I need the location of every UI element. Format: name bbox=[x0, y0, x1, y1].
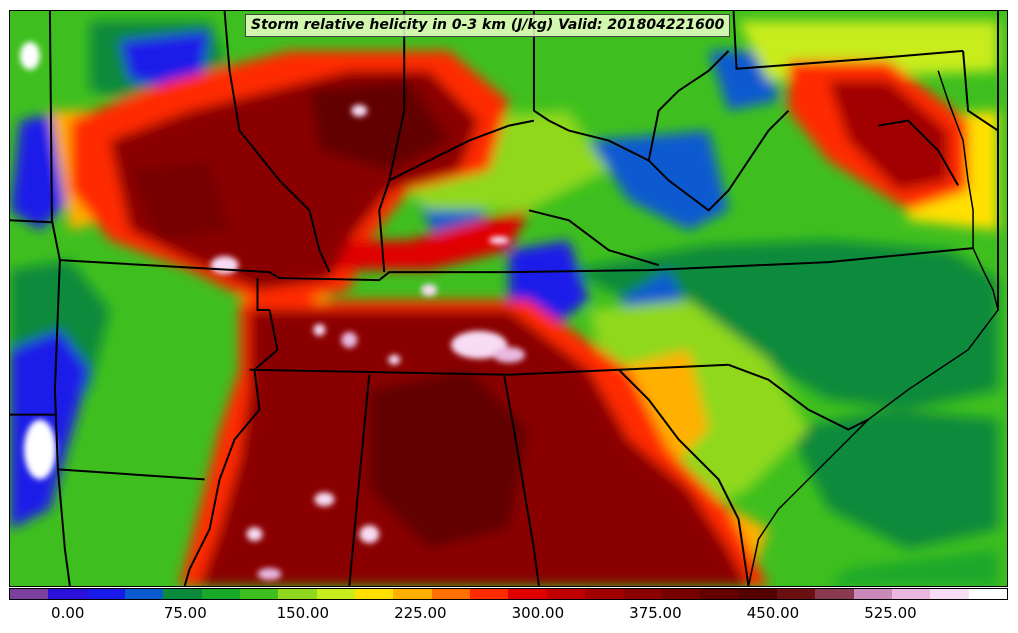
colorbar-swatch bbox=[585, 589, 624, 599]
colorbar bbox=[9, 588, 1008, 600]
colorbar-tick-label: 525.00 bbox=[864, 604, 917, 622]
colorbar-swatch bbox=[393, 589, 432, 599]
colorbar-swatch bbox=[163, 589, 202, 599]
colorbar-swatch bbox=[700, 589, 739, 599]
colorbar-swatch bbox=[86, 589, 126, 599]
colorbar-swatch bbox=[278, 589, 317, 599]
colorbar-swatch bbox=[776, 589, 816, 599]
helicity-contours bbox=[10, 20, 999, 586]
colorbar-swatch bbox=[968, 589, 1007, 599]
colorbar-swatch bbox=[546, 589, 586, 599]
map-title: Storm relative helicity in 0-3 km (J/kg)… bbox=[245, 14, 731, 37]
colorbar-tick-label: 225.00 bbox=[394, 604, 447, 622]
colorbar-swatch bbox=[355, 589, 394, 599]
colorbar-swatch bbox=[815, 589, 854, 599]
colorbar-swatch bbox=[10, 589, 49, 599]
colorbar-swatch bbox=[431, 589, 471, 599]
helicity-maxima bbox=[19, 41, 525, 581]
coastline bbox=[747, 70, 999, 586]
colorbar-tick-label: 0.00 bbox=[51, 604, 85, 622]
colorbar-swatch bbox=[930, 589, 969, 599]
colorbar-swatch bbox=[470, 589, 509, 599]
colorbar-swatch bbox=[661, 589, 701, 599]
colorbar-swatch bbox=[48, 589, 87, 599]
colorbar-tick-label: 300.00 bbox=[511, 604, 565, 622]
colorbar-swatch bbox=[738, 589, 777, 599]
colorbar-tick-label: 450.00 bbox=[746, 604, 800, 622]
state-boundaries bbox=[10, 11, 1000, 586]
helicity-field-map bbox=[10, 11, 1007, 586]
colorbar-swatch bbox=[125, 589, 164, 599]
colorbar-tick-label: 75.00 bbox=[163, 604, 207, 622]
colorbar-swatch bbox=[240, 589, 279, 599]
map-panel bbox=[9, 10, 1008, 587]
colorbar-swatch bbox=[508, 589, 547, 599]
colorbar-tick-label: 375.00 bbox=[629, 604, 682, 622]
colorbar-swatch bbox=[316, 589, 356, 599]
colorbar-swatch bbox=[201, 589, 241, 599]
colorbar-swatch bbox=[853, 589, 892, 599]
colorbar-swatch bbox=[891, 589, 931, 599]
colorbar-swatch bbox=[623, 589, 662, 599]
colorbar-tick-label: 150.00 bbox=[276, 604, 330, 622]
